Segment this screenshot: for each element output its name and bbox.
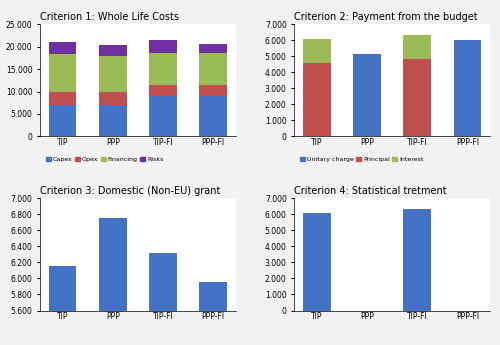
Bar bbox=[354, 54, 381, 136]
Bar bbox=[49, 54, 76, 92]
Bar bbox=[199, 96, 227, 136]
Legend: Capex, Opex, Financing, Risks: Capex, Opex, Financing, Risks bbox=[43, 154, 166, 165]
Text: Criterion 2: Payment from the budget: Criterion 2: Payment from the budget bbox=[294, 12, 478, 22]
Bar bbox=[99, 57, 126, 92]
Bar bbox=[49, 266, 76, 345]
Bar bbox=[303, 63, 331, 136]
Bar bbox=[149, 53, 176, 85]
Bar bbox=[199, 85, 227, 96]
Bar bbox=[199, 45, 227, 53]
Bar bbox=[404, 59, 431, 136]
Bar bbox=[49, 92, 76, 105]
Bar bbox=[99, 92, 126, 105]
Bar bbox=[149, 96, 176, 136]
Bar bbox=[99, 105, 126, 136]
Text: Criterion 4: Statistical tretment: Criterion 4: Statistical tretment bbox=[294, 186, 447, 196]
Legend: Unitary charge, Principal, Interest: Unitary charge, Principal, Interest bbox=[298, 154, 426, 165]
Bar bbox=[149, 40, 176, 53]
Bar bbox=[149, 253, 176, 345]
Bar bbox=[199, 53, 227, 85]
Text: Criterion 3: Domestic (Non-EU) grant: Criterion 3: Domestic (Non-EU) grant bbox=[40, 186, 220, 196]
Bar bbox=[199, 283, 227, 345]
Bar bbox=[404, 209, 431, 310]
Bar bbox=[303, 39, 331, 63]
Bar bbox=[99, 45, 126, 57]
Bar bbox=[49, 42, 76, 54]
Bar bbox=[303, 213, 331, 310]
Bar bbox=[454, 40, 481, 136]
Bar bbox=[99, 218, 126, 345]
Bar bbox=[49, 105, 76, 136]
Bar bbox=[149, 85, 176, 96]
Bar bbox=[404, 36, 431, 59]
Text: Criterion 1: Whole Life Costs: Criterion 1: Whole Life Costs bbox=[40, 12, 179, 22]
